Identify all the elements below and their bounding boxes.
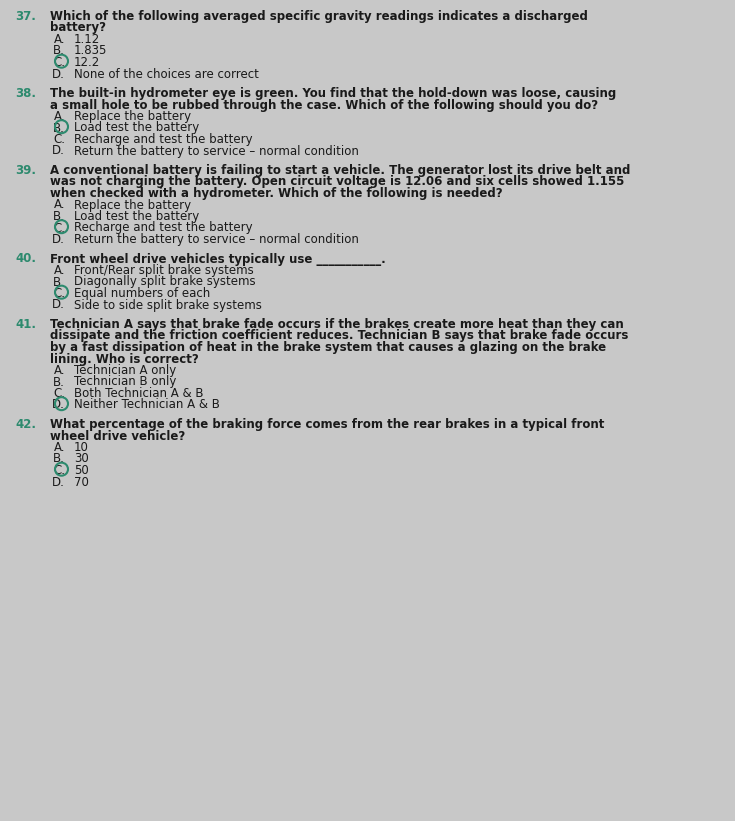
Text: D.: D. — [52, 398, 65, 411]
Text: 30: 30 — [74, 452, 89, 466]
Text: Diagonally split brake systems: Diagonally split brake systems — [74, 276, 256, 288]
Text: by a fast dissipation of heat in the brake system that causes a glazing on the b: by a fast dissipation of heat in the bra… — [50, 341, 606, 354]
Text: B.: B. — [53, 375, 65, 388]
Text: Equal numbers of each: Equal numbers of each — [74, 287, 210, 300]
Text: 12.2: 12.2 — [74, 56, 100, 69]
Text: 40.: 40. — [15, 253, 36, 265]
Text: D.: D. — [52, 233, 65, 246]
Text: A.: A. — [54, 441, 65, 454]
Text: Replace the battery: Replace the battery — [74, 199, 191, 212]
Text: C.: C. — [53, 56, 65, 69]
Text: B.: B. — [53, 210, 65, 223]
Text: None of the choices are correct: None of the choices are correct — [74, 67, 259, 80]
Text: 38.: 38. — [15, 87, 36, 100]
Text: 39.: 39. — [15, 164, 36, 177]
Text: Load test the battery: Load test the battery — [74, 122, 199, 135]
Text: C.: C. — [53, 387, 65, 400]
Text: Return the battery to service – normal condition: Return the battery to service – normal c… — [74, 144, 359, 158]
Text: Side to side split brake systems: Side to side split brake systems — [74, 299, 262, 311]
Text: What percentage of the braking force comes from the rear brakes in a typical fro: What percentage of the braking force com… — [50, 418, 604, 431]
Text: The built-in hydrometer eye is green. You find that the hold-down was loose, cau: The built-in hydrometer eye is green. Yo… — [50, 87, 616, 100]
Text: D.: D. — [52, 144, 65, 158]
Text: B.: B. — [53, 122, 65, 135]
Text: B.: B. — [53, 452, 65, 466]
Text: A.: A. — [54, 364, 65, 377]
Text: Replace the battery: Replace the battery — [74, 110, 191, 123]
Text: 37.: 37. — [15, 10, 36, 23]
Text: C.: C. — [53, 464, 65, 477]
Text: 10: 10 — [74, 441, 89, 454]
Text: A.: A. — [54, 33, 65, 46]
Text: Neither Technician A & B: Neither Technician A & B — [74, 398, 220, 411]
Text: 50: 50 — [74, 464, 89, 477]
Text: Recharge and test the battery: Recharge and test the battery — [74, 133, 253, 146]
Text: Return the battery to service – normal condition: Return the battery to service – normal c… — [74, 233, 359, 246]
Text: Load test the battery: Load test the battery — [74, 210, 199, 223]
Text: Recharge and test the battery: Recharge and test the battery — [74, 222, 253, 235]
Text: wheel drive vehicle?: wheel drive vehicle? — [50, 429, 185, 443]
Text: Which of the following averaged specific gravity readings indicates a discharged: Which of the following averaged specific… — [50, 10, 588, 23]
Text: D.: D. — [52, 299, 65, 311]
Text: D.: D. — [52, 475, 65, 488]
Text: 1.12: 1.12 — [74, 33, 100, 46]
Text: 1.835: 1.835 — [74, 44, 107, 57]
Text: C.: C. — [53, 222, 65, 235]
Text: dissipate and the friction coefficient reduces. Technician B says that brake fad: dissipate and the friction coefficient r… — [50, 329, 628, 342]
Text: 42.: 42. — [15, 418, 36, 431]
Text: A conventional battery is failing to start a vehicle. The generator lost its dri: A conventional battery is failing to sta… — [50, 164, 631, 177]
Text: 41.: 41. — [15, 318, 36, 331]
Text: Both Technician A & B: Both Technician A & B — [74, 387, 204, 400]
Text: A.: A. — [54, 264, 65, 277]
Text: battery?: battery? — [50, 21, 106, 34]
Text: B.: B. — [53, 44, 65, 57]
Text: lining. Who is correct?: lining. Who is correct? — [50, 352, 198, 365]
Text: was not charging the battery. Open circuit voltage is 12.06 and six cells showed: was not charging the battery. Open circu… — [50, 176, 624, 189]
Text: when checked with a hydrometer. Which of the following is needed?: when checked with a hydrometer. Which of… — [50, 187, 503, 200]
Text: C.: C. — [53, 133, 65, 146]
Text: Technician A says that brake fade occurs if the brakes create more heat than the: Technician A says that brake fade occurs… — [50, 318, 624, 331]
Text: C.: C. — [53, 287, 65, 300]
Text: a small hole to be rubbed through the case. Which of the following should you do: a small hole to be rubbed through the ca… — [50, 99, 598, 112]
Text: A.: A. — [54, 110, 65, 123]
Text: B.: B. — [53, 276, 65, 288]
Text: A.: A. — [54, 199, 65, 212]
Text: Front wheel drive vehicles typically use ___________.: Front wheel drive vehicles typically use… — [50, 253, 386, 265]
Text: Technician B only: Technician B only — [74, 375, 176, 388]
Text: Front/Rear split brake systems: Front/Rear split brake systems — [74, 264, 254, 277]
Text: D.: D. — [52, 67, 65, 80]
Text: 70: 70 — [74, 475, 89, 488]
Text: Technician A only: Technician A only — [74, 364, 176, 377]
